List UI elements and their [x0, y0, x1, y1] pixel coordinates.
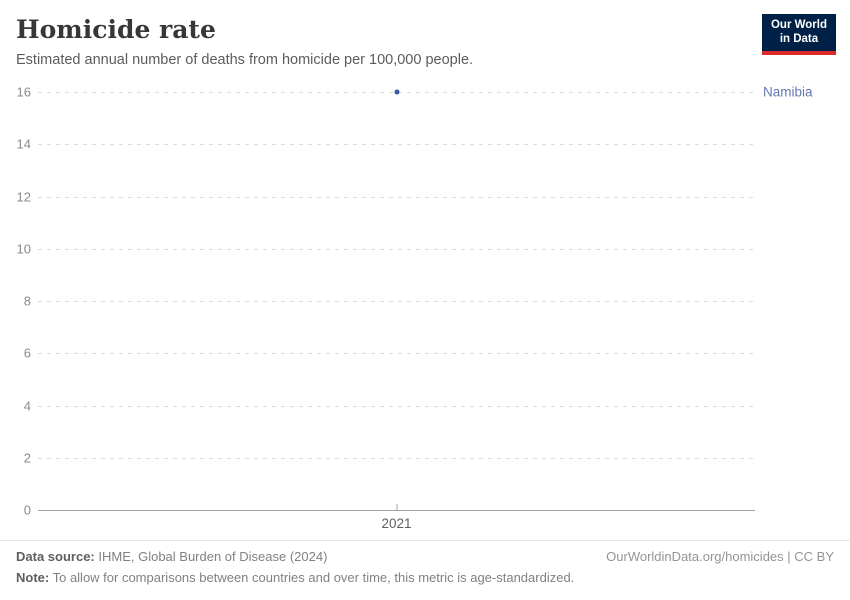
- chart-plot-area: 16 14 12 10 8 6 4 2 0 2021 Namibia: [17, 85, 813, 532]
- y-axis-label: 6: [23, 345, 31, 361]
- owid-logo[interactable]: Our World in Data: [761, 14, 836, 55]
- data-point-namibia[interactable]: [394, 89, 399, 95]
- y-axis-label: 10: [16, 241, 31, 257]
- gridline: [38, 457, 755, 459]
- chart-subtitle: Estimated annual number of deaths from h…: [16, 52, 474, 68]
- y-axis-label: 12: [16, 189, 31, 204]
- footer-note: Note: To allow for comparisons between c…: [16, 570, 834, 585]
- chart-footer: Data source: IHME, Global Burden of Dise…: [0, 540, 850, 585]
- gridline: [38, 301, 755, 302]
- owid-logo-line1: Our World: [770, 19, 827, 31]
- page-title: Homicide rate: [16, 15, 216, 44]
- x-axis-tick: [396, 504, 397, 510]
- x-axis-label: 2021: [381, 516, 412, 531]
- chart-header: Homicide rate Estimated annual number of…: [16, 15, 750, 69]
- y-axis-label: 8: [23, 293, 31, 309]
- gridline: [38, 248, 755, 250]
- data-source-text: Data source: IHME, Global Burden of Dise…: [16, 549, 327, 564]
- y-axis-label: 2: [23, 450, 31, 466]
- y-axis-label: 16: [16, 84, 31, 100]
- attribution-link[interactable]: OurWorldinData.org/homicides | CC BY: [606, 549, 834, 564]
- y-axis-label: 14: [16, 136, 31, 152]
- data-source-value: IHME, Global Burden of Disease (2024): [94, 549, 328, 564]
- y-axis-label: 4: [23, 398, 31, 413]
- footer-row-1: Data source: IHME, Global Burden of Dise…: [16, 549, 834, 564]
- gridline: [38, 144, 755, 146]
- y-axis-label: 0: [23, 502, 31, 518]
- owid-logo-line2: in Data: [779, 32, 819, 45]
- gridline: [38, 405, 755, 407]
- gridline: [38, 196, 755, 198]
- data-source-label: Data source:: [16, 549, 95, 564]
- gridline: [38, 353, 755, 355]
- x-axis-line: [38, 510, 755, 511]
- entity-label-namibia[interactable]: Namibia: [763, 84, 813, 100]
- note-label: Note:: [16, 570, 50, 585]
- note-value: To allow for comparisons between countri…: [49, 570, 575, 585]
